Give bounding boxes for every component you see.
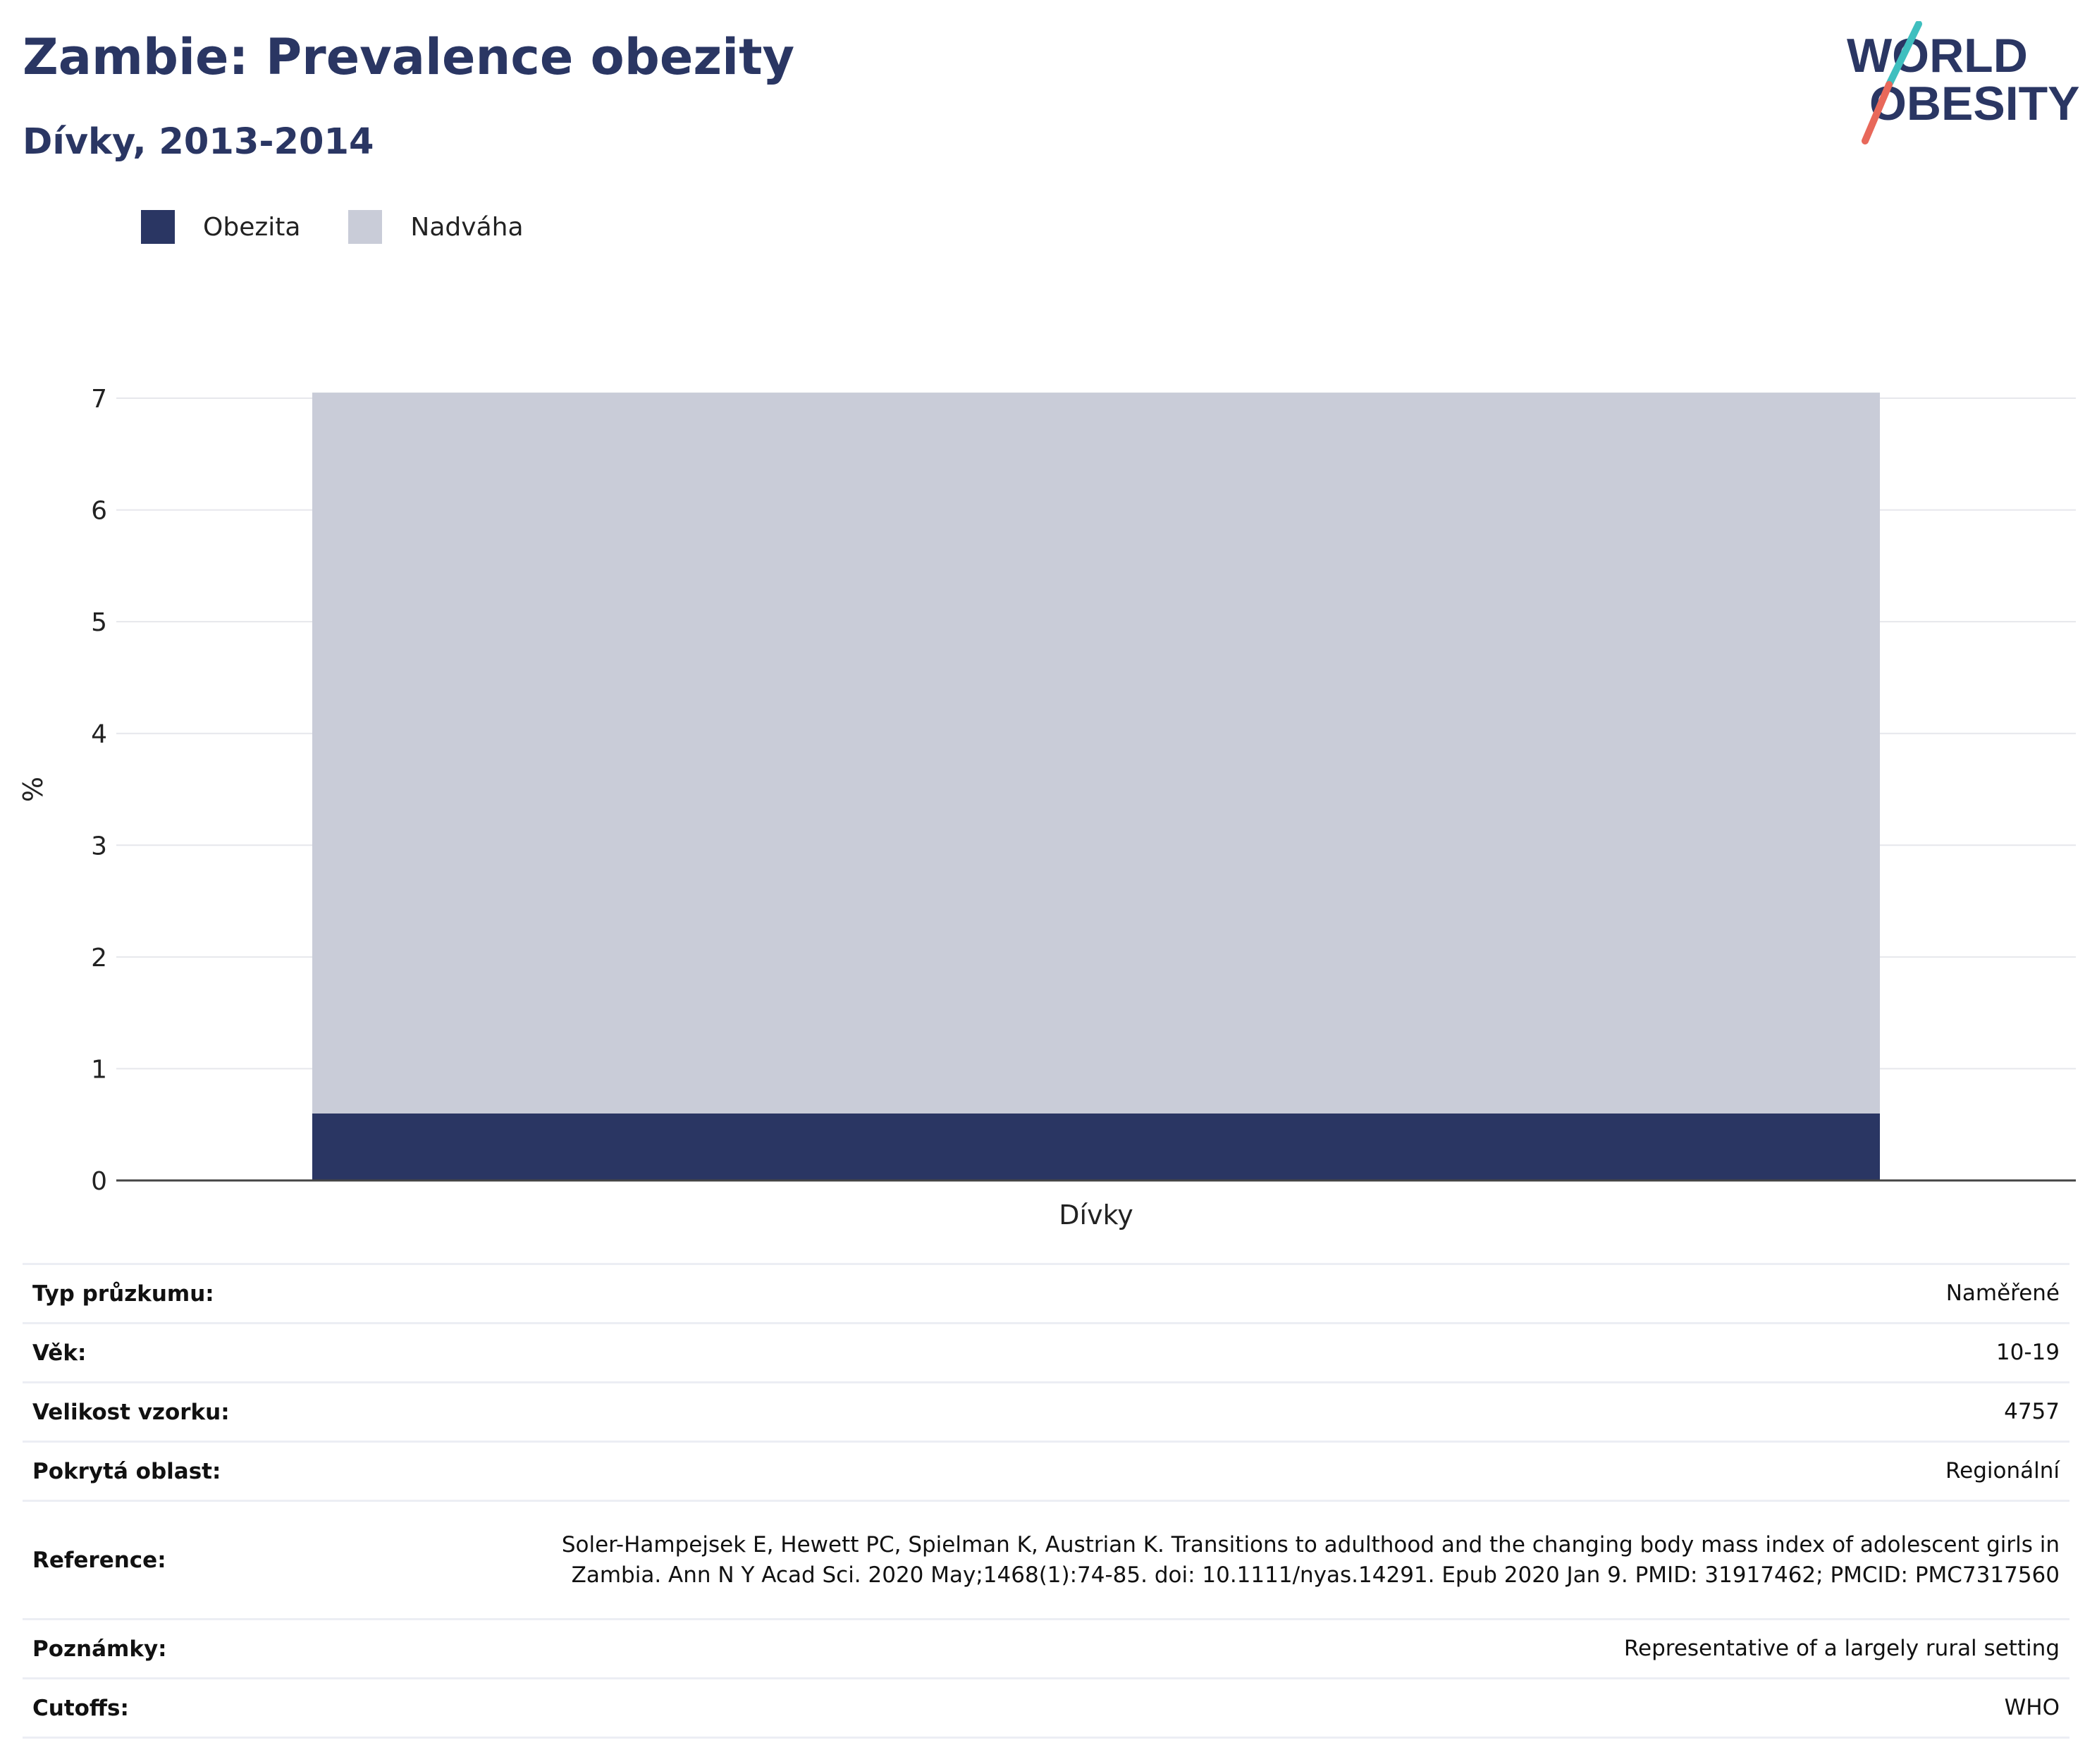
y-tick-label: 0 [91,1167,107,1196]
info-label: Věk: [23,1322,536,1383]
y-tick-label: 7 [91,385,107,414]
y-tick-label: 5 [91,608,107,637]
info-value: WHO [536,1677,2069,1739]
y-tick-label: 4 [91,720,107,749]
survey-info-table: Typ průzkumu: Naměřené Věk: 10-19 Velikost v… [23,1263,2069,1739]
legend-label-obezita: Obezita [203,212,301,242]
info-row: Věk: 10-19 [23,1322,2069,1383]
y-tick-label: 3 [91,832,107,861]
bar-chart: 0 1 2 3 4 5 6 7 Dívky % [18,385,2076,1231]
logo-line1: WORLD [1847,29,2028,82]
legend-item-nadvaha[interactable]: Nadváha [348,210,524,244]
info-value: 4757 [536,1381,2069,1442]
info-value: Regionální [536,1441,2069,1501]
page-subtitle: Dívky, 2013-2014 [23,121,374,163]
info-value: 10-19 [536,1322,2069,1383]
info-label: Cutoffs: [23,1677,536,1739]
bar-obezita[interactable] [312,1113,1880,1180]
logo-slash-top [1886,21,1922,88]
info-row: Reference: Soler-Hampejsek E, Hewett PC, … [23,1500,2069,1620]
info-label: Typ průzkumu: [23,1263,536,1324]
info-label: Poznámky: [23,1618,536,1679]
info-row: Velikost vzorku: 4757 [23,1381,2069,1442]
info-label: Velikost vzorku: [23,1381,536,1442]
world-obesity-logo: WORLD OBESITY [1847,21,2079,144]
info-row: Cutoffs: WHO [23,1677,2069,1739]
info-value: Naměřené [536,1263,2069,1324]
y-tick-label: 6 [91,497,107,526]
y-tick-labels: 0 1 2 3 4 5 6 7 [91,385,107,1196]
chart-legend: Obezita Nadváha [141,210,572,244]
logo-line2: OBESITY [1869,77,2079,130]
legend-swatch-obezita [141,210,175,244]
legend-label-nadvaha: Nadváha [410,212,524,242]
chart-bars [312,393,1880,1180]
info-label: Pokrytá oblast: [23,1441,536,1501]
info-row: Typ průzkumu: Naměřené [23,1263,2069,1324]
y-tick-label: 1 [91,1055,107,1084]
logo-slash-bottom [1862,81,1893,144]
bar-nadvaha[interactable] [312,393,1880,1114]
x-tick-label: Dívky [1059,1199,1133,1231]
info-value: Soler-Hampejsek E, Hewett PC, Spielman K… [536,1500,2069,1620]
info-label: Reference: [23,1500,536,1620]
legend-swatch-nadvaha [348,210,383,244]
page-title: Zambie: Prevalence obezity [23,28,795,86]
y-axis-label: % [18,777,49,802]
y-tick-label: 2 [91,944,107,973]
info-row: Pokrytá oblast: Regionální [23,1441,2069,1501]
x-tick-labels: Dívky [1059,1199,1133,1231]
legend-item-obezita[interactable]: Obezita [141,210,300,244]
info-row: Poznámky: Representative of a largely rur… [23,1618,2069,1679]
info-value: Representative of a largely rural settin… [536,1618,2069,1679]
